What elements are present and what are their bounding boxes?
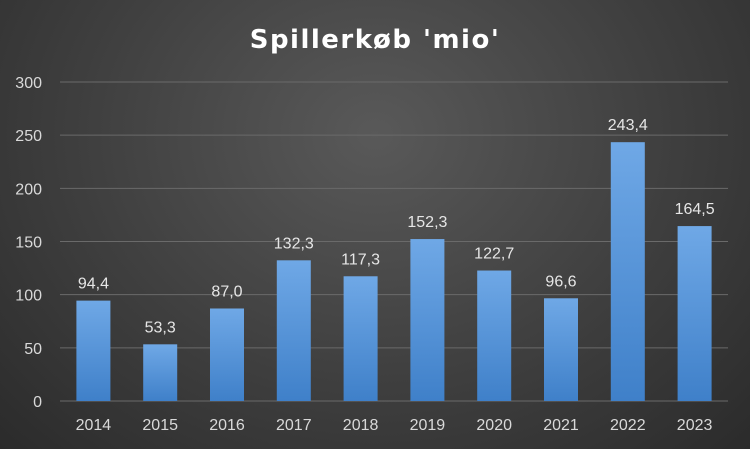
y-tick-label: 200 [15,181,42,198]
bar [76,300,111,401]
y-axis-ticks: 0 50 100 150 200 250 300 [15,75,42,411]
x-tick-label: 2021 [543,417,579,434]
data-label: 243,4 [608,117,648,134]
bar [610,142,645,401]
x-axis-ticks: 2014 2015 2016 2017 2018 2019 2020 2021 2022 2023 [76,417,713,434]
x-tick-label: 2014 [76,417,112,434]
y-tick-label: 0 [33,394,42,411]
bar [143,344,178,401]
x-tick-label: 2019 [410,417,446,434]
y-tick-label: 300 [15,75,42,92]
x-tick-label: 2018 [343,417,379,434]
x-tick-label: 2020 [476,417,512,434]
y-tick-label: 50 [24,341,42,358]
y-tick-label: 250 [15,128,42,145]
data-label: 94,4 [78,276,109,293]
x-tick-label: 2015 [142,417,178,434]
bar [343,276,378,401]
data-label: 122,7 [474,246,514,263]
x-tick-label: 2017 [276,417,312,434]
bar [410,239,445,401]
bar [544,298,578,401]
x-tick-label: 2016 [209,417,245,434]
bar [677,226,712,401]
data-labels: 94,4 53,3 87,0 132,3 117,3 152,3 122,7 96,6 243,… [78,117,715,336]
x-tick-label: 2023 [677,417,713,434]
data-label: 132,3 [274,235,314,252]
bar [276,260,311,401]
bar [477,270,512,401]
bars [76,142,712,401]
data-label: 152,3 [407,214,447,231]
data-label: 164,5 [675,201,715,218]
bar [210,308,244,401]
data-label: 87,0 [211,283,242,300]
x-tick-label: 2022 [610,417,646,434]
data-label: 53,3 [145,319,176,336]
data-label: 117,3 [341,251,380,268]
chart-title: Spillerkøb 'mio' [250,25,501,55]
y-tick-label: 100 [15,288,42,305]
y-tick-label: 150 [15,235,42,252]
data-label: 96,6 [545,273,576,290]
